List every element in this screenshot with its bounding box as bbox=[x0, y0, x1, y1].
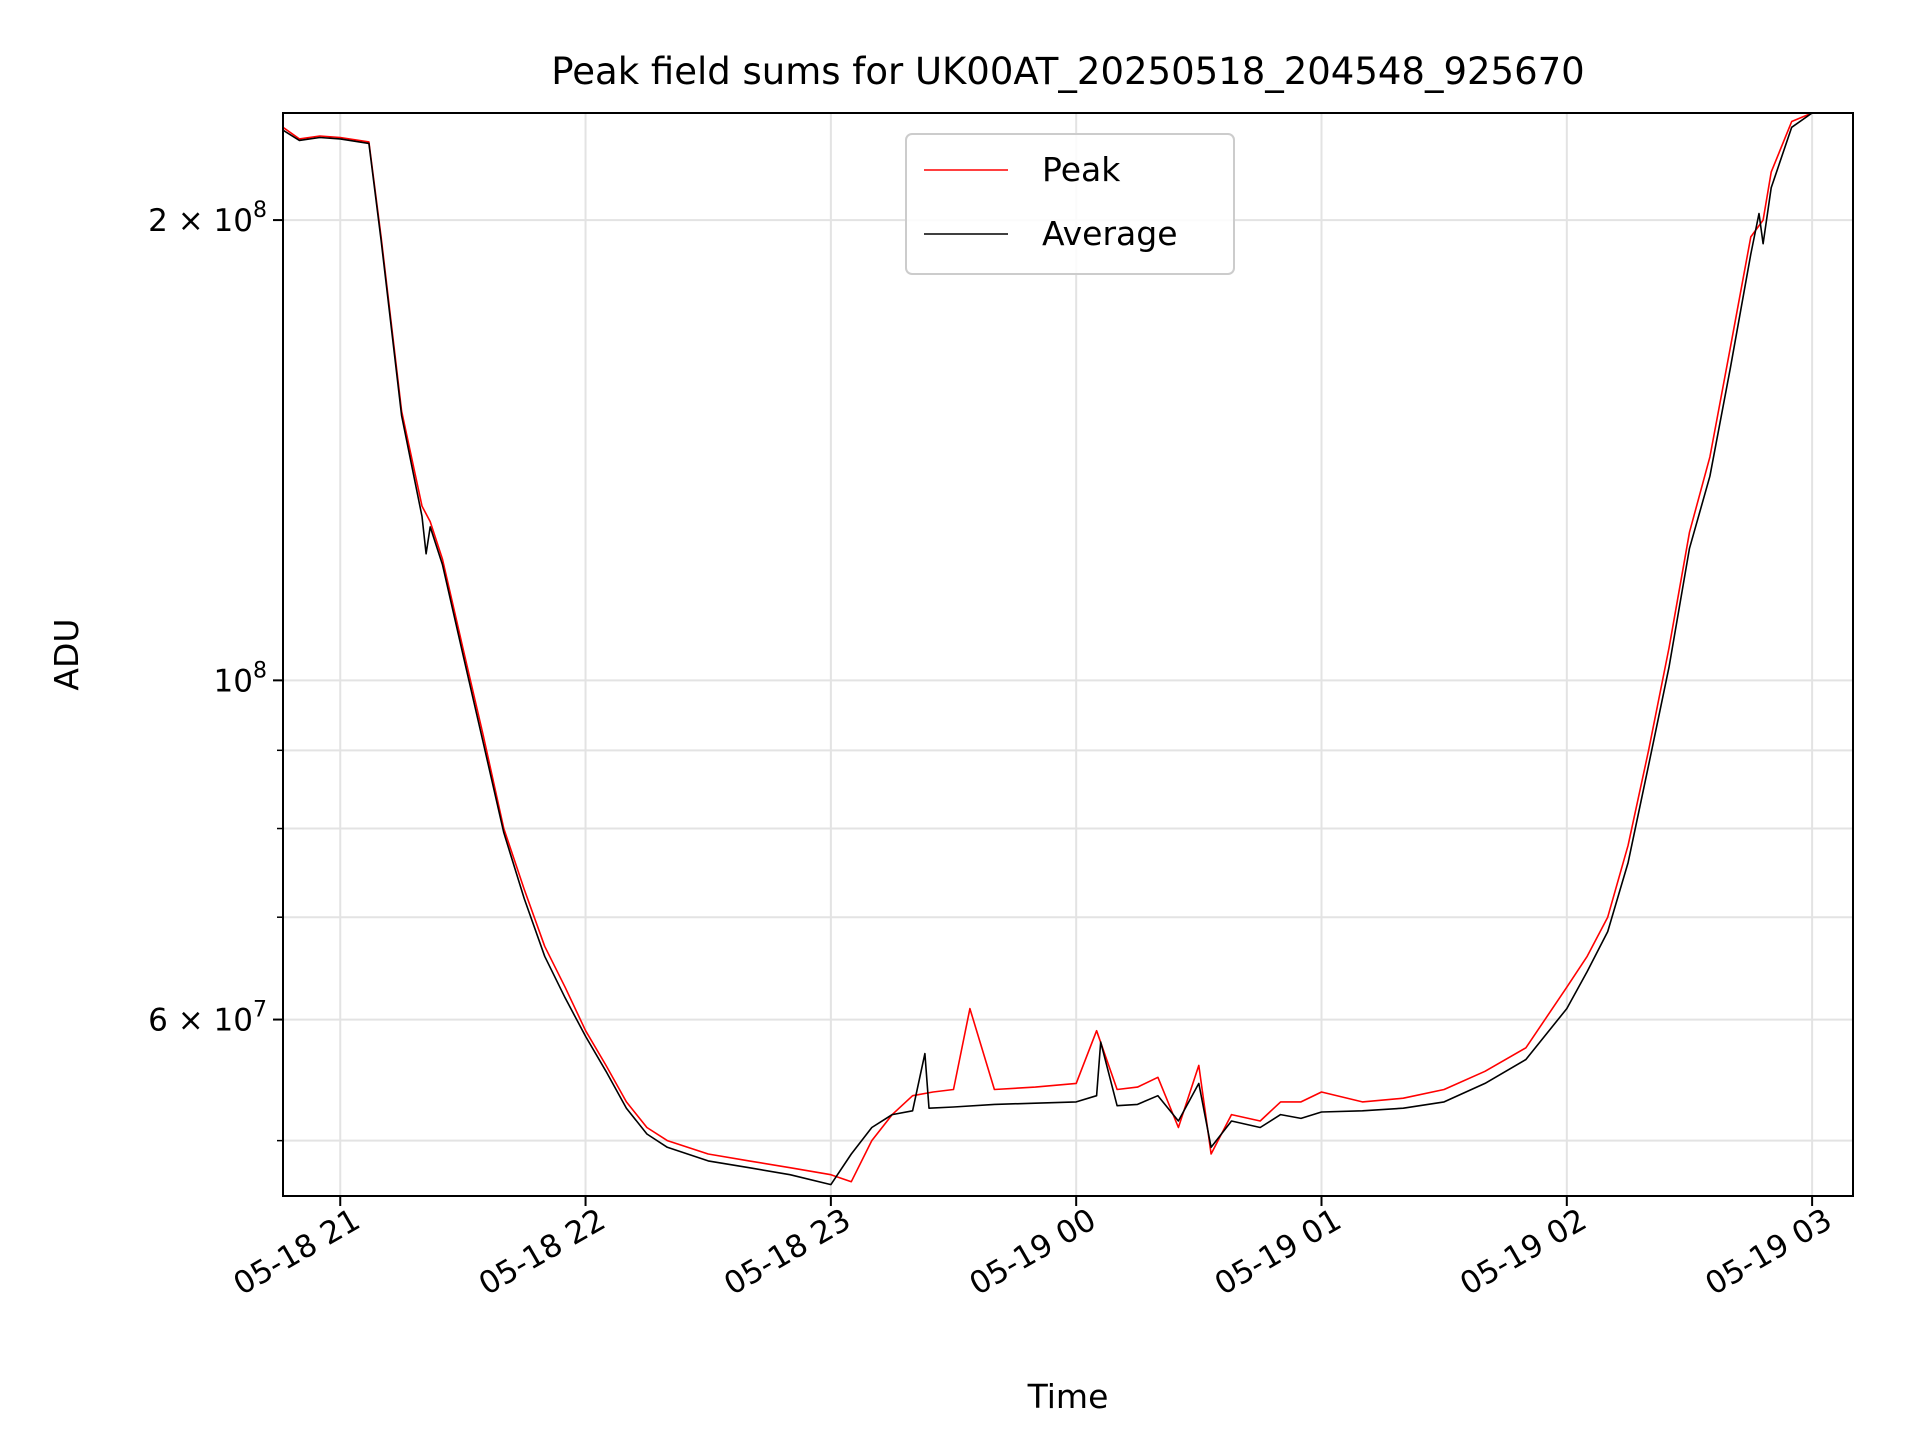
series-line-average bbox=[282, 112, 1813, 1186]
legend-label-average: Average bbox=[1042, 214, 1178, 253]
grid bbox=[283, 113, 1853, 1196]
x-axis-label: Time bbox=[1027, 1377, 1109, 1416]
legend: Peak Average bbox=[905, 133, 1235, 275]
y-tick-label: 2 × 108 bbox=[148, 198, 267, 239]
y-axis-label: ADU bbox=[47, 618, 86, 690]
y-tick-label: 6 × 107 bbox=[148, 998, 267, 1039]
y-tick-label: 108 bbox=[214, 658, 267, 699]
series-layer bbox=[282, 112, 1813, 1186]
chart-title: Peak field sums for UK00AT_20250518_2045… bbox=[551, 50, 1584, 93]
plot-frame bbox=[282, 112, 1854, 1197]
legend-label-peak: Peak bbox=[1042, 150, 1121, 189]
series-line-peak bbox=[282, 112, 1813, 1183]
legend-box bbox=[905, 133, 1235, 275]
